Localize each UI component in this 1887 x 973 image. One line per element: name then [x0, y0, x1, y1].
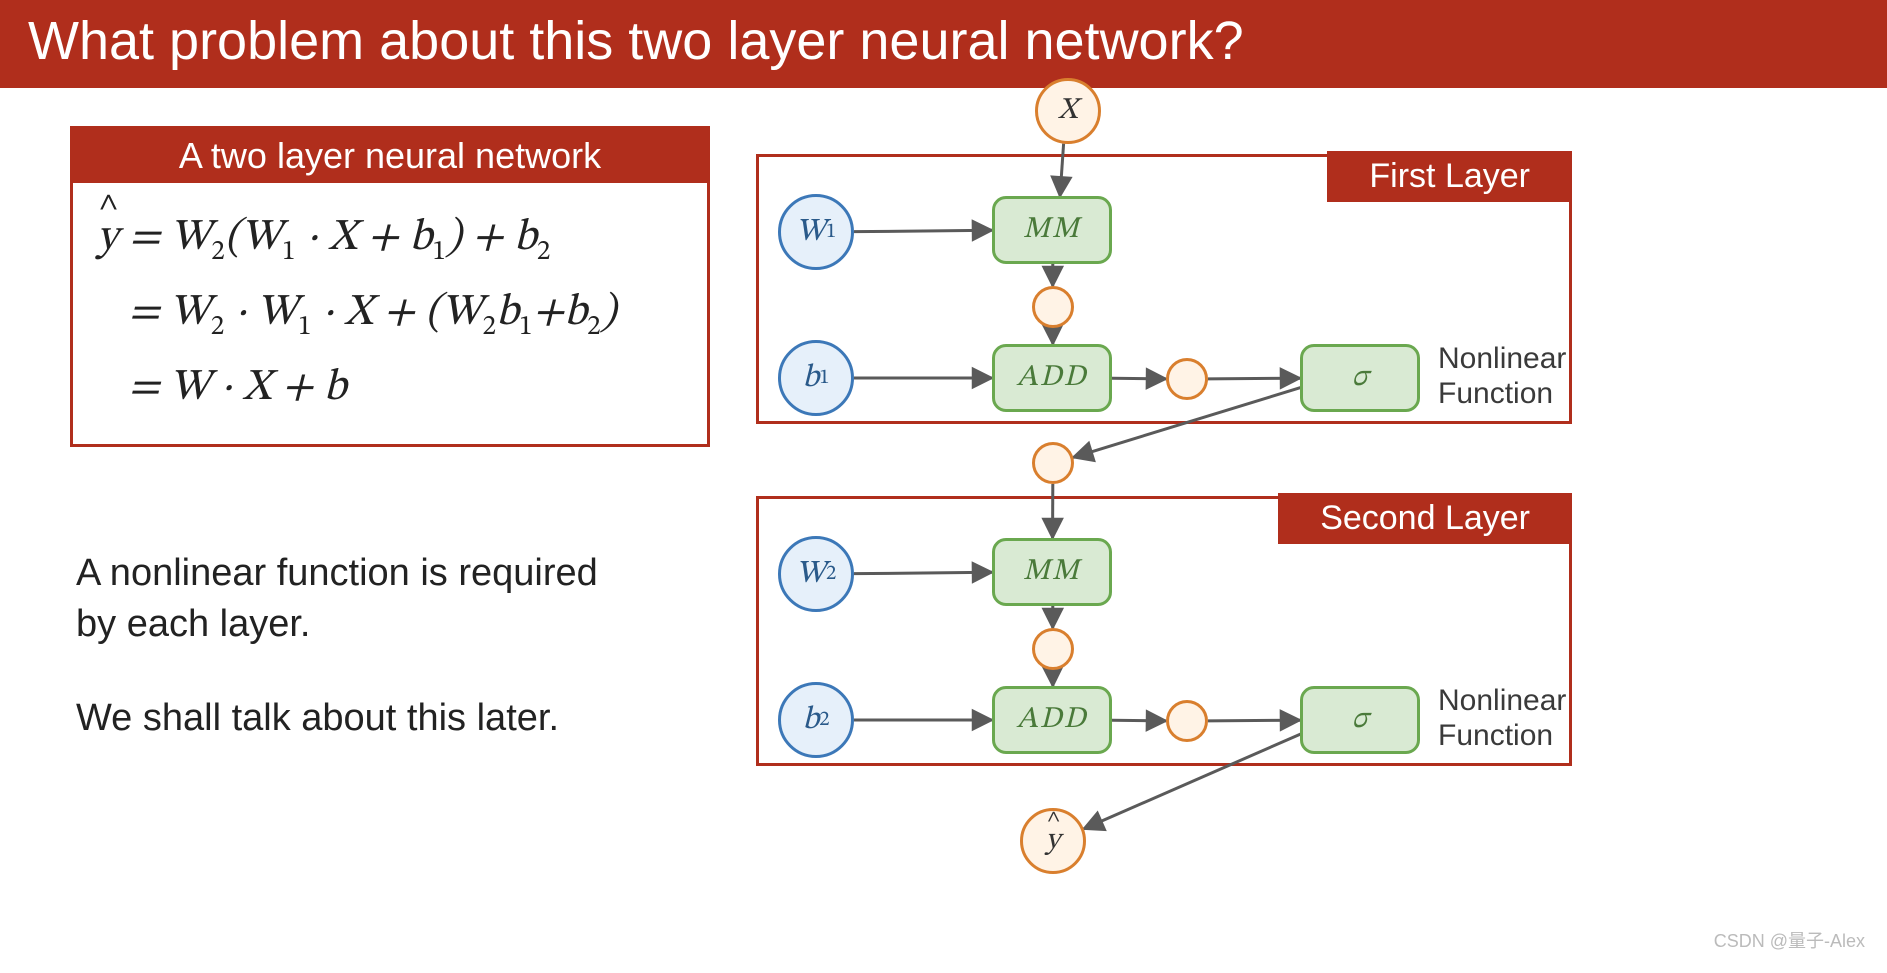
equation-line-1: y = W2(W1 · X + b1) + b2: [97, 201, 685, 276]
slide-body: A two layer neural network y = W2(W1 · X…: [0, 88, 1887, 961]
node-out2: [1166, 700, 1208, 742]
first-layer-title: First Layer: [1327, 151, 1572, 202]
node-SIG1: σ: [1300, 344, 1420, 412]
caption-1: A nonlinear function is requiredby each …: [76, 548, 598, 651]
node-b1: b1: [778, 340, 854, 416]
node-mid2: [1032, 628, 1074, 670]
equation-box-title: A two layer neural network: [73, 129, 707, 183]
slide-title: What problem about this two layer neural…: [0, 0, 1887, 88]
second-layer-title: Second Layer: [1278, 493, 1572, 544]
node-MM2: MM: [992, 538, 1112, 606]
node-MM1: MM: [992, 196, 1112, 264]
node-W2: W2: [778, 536, 854, 612]
node-mid1: [1032, 286, 1074, 328]
equation-box: A two layer neural network y = W2(W1 · X…: [70, 126, 710, 447]
node-W1: W1: [778, 194, 854, 270]
caption-2: We shall talk about this later.: [76, 693, 559, 744]
watermark: CSDN @量子-Alex: [1714, 927, 1865, 953]
equation-line-3: = W · X + b: [97, 351, 685, 426]
equation-box-body: y = W2(W1 · X + b1) + b2 = W2 · W1 · X +…: [73, 183, 707, 444]
node-yhat: y: [1020, 808, 1086, 874]
node-b2: b2: [778, 682, 854, 758]
node-X: X: [1035, 78, 1101, 144]
node-SIG2: σ: [1300, 686, 1420, 754]
node-between: [1032, 442, 1074, 484]
node-ADD2: ADD: [992, 686, 1112, 754]
nonlinear-label-2: NonlinearFunction: [1438, 684, 1566, 753]
node-out1: [1166, 358, 1208, 400]
equation-line-2: = W2 · W1 · X + (W2b1+b2): [97, 276, 685, 351]
nonlinear-label-1: NonlinearFunction: [1438, 342, 1566, 411]
node-ADD1: ADD: [992, 344, 1112, 412]
